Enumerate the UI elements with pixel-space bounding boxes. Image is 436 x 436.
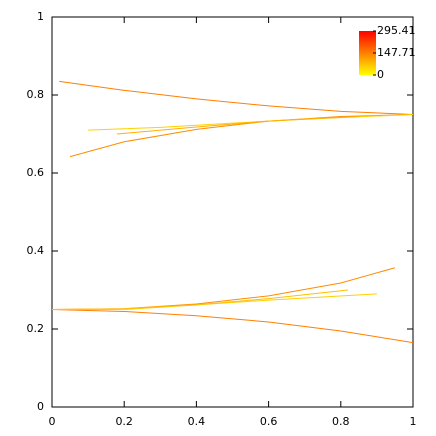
y-tick-label: 0.8 — [27, 88, 45, 101]
colorbar — [359, 31, 376, 75]
data-line — [69, 114, 414, 158]
y-tick-label: 1 — [37, 10, 44, 23]
colorbar-tick-label: 147.71 — [377, 46, 416, 59]
data-line — [51, 309, 414, 344]
plot-frame — [51, 16, 414, 408]
colorbar-tick-label: 0 — [377, 68, 384, 81]
y-tick-label: 0 — [37, 400, 44, 413]
colorbar-tick-label: 295.41 — [377, 24, 416, 37]
x-tick-label: 0.4 — [188, 415, 206, 428]
x-tick-label: 0.6 — [260, 415, 278, 428]
data-line — [51, 289, 349, 310]
x-tick-label: 0 — [49, 415, 56, 428]
x-tick-label: 0.8 — [332, 415, 350, 428]
y-tick-label: 0.2 — [27, 322, 45, 335]
x-tick-label: 1 — [410, 415, 417, 428]
y-tick-label: 0.6 — [27, 166, 45, 179]
data-line — [59, 80, 414, 115]
x-tick-label: 0.2 — [115, 415, 133, 428]
data-line — [116, 115, 359, 135]
y-tick-label: 0.4 — [27, 244, 45, 257]
